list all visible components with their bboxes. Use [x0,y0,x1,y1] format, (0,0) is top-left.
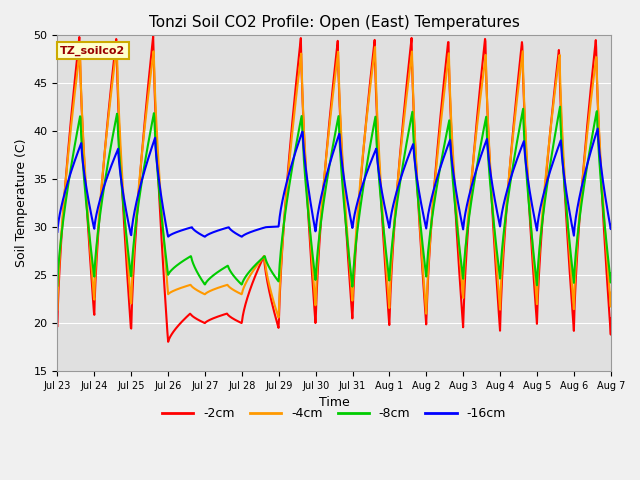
-4cm [493,262,500,267]
-4cm [326,114,334,120]
-8cm [54,283,61,288]
-4cm [54,307,61,312]
-4cm [579,171,587,177]
-16cm [594,126,602,132]
-2cm [579,175,586,180]
-8cm [337,165,345,171]
-16cm [637,193,640,199]
-8cm [492,242,500,248]
-16cm [146,151,154,157]
Text: TZ_soilco2: TZ_soilco2 [60,46,125,56]
-2cm [338,146,346,152]
-4cm [146,80,154,86]
-8cm [146,132,154,138]
-4cm [275,315,282,321]
-8cm [556,104,564,109]
-16cm [492,204,500,210]
X-axis label: Time: Time [319,396,349,409]
-2cm [492,271,500,277]
Title: Tonzi Soil CO2 Profile: Open (East) Temperatures: Tonzi Soil CO2 Profile: Open (East) Temp… [148,15,520,30]
Line: -16cm: -16cm [58,129,640,237]
-4cm [338,139,346,144]
-16cm [326,158,334,164]
-16cm [238,234,246,240]
-2cm [146,67,154,73]
-16cm [54,229,61,235]
Line: -2cm: -2cm [58,36,640,342]
-2cm [54,323,61,329]
-8cm [349,284,356,289]
Line: -8cm: -8cm [58,107,640,287]
-16cm [579,180,586,185]
-16cm [338,156,346,162]
-2cm [629,33,637,39]
Legend: -2cm, -4cm, -8cm, -16cm: -2cm, -4cm, -8cm, -16cm [157,402,511,425]
-4cm [637,210,640,216]
-8cm [579,190,587,195]
-2cm [164,339,172,345]
Line: -4cm: -4cm [58,47,640,318]
Y-axis label: Soil Temperature (C): Soil Temperature (C) [15,139,28,267]
-8cm [637,216,640,222]
-2cm [326,108,334,114]
-8cm [326,159,334,165]
-4cm [371,44,379,50]
-2cm [637,224,640,230]
